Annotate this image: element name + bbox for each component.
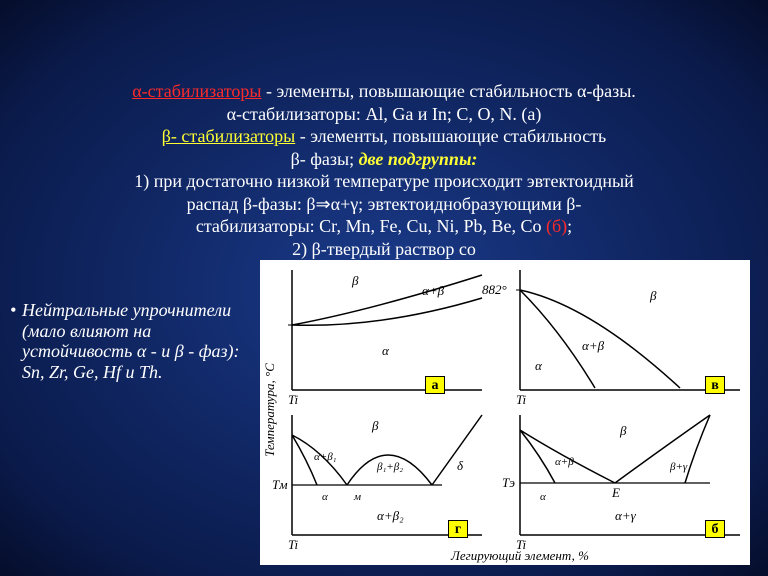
svg-text:α+β₂: α+β₂ [377, 508, 404, 523]
line-8: 2) β-твердый раствор со [40, 238, 728, 261]
line-4: β- фазы; две подгруппы: [40, 148, 728, 171]
l1a: α-стабилизаторы [132, 81, 261, 101]
phase-diagrams-figure: Температура, °C Легирующий элемент, % β … [260, 260, 750, 565]
line-7: стабилизаторы: Cr, Mn, Fe, Cu, Ni, Pb, B… [40, 215, 728, 238]
line-2: α-стабилизаторы: Al, Ga и In; C, O, N. (… [40, 103, 728, 126]
tag-b: б [705, 520, 725, 538]
y-axis-label: Температура, °C [262, 363, 277, 457]
panel-v: 882° β α+β α Ti [482, 270, 740, 407]
svg-text:β: β [649, 288, 657, 303]
line-3: β- стабилизаторы - элементы, повышающие … [40, 125, 728, 148]
svg-text:β₁+β₂: β₁+β₂ [376, 461, 403, 473]
svg-text:β: β [619, 423, 627, 438]
svg-text:α+γ: α+γ [615, 508, 637, 523]
svg-text:α: α [540, 491, 546, 503]
svg-text:α: α [322, 491, 328, 503]
svg-text:α+β: α+β [555, 456, 574, 468]
svg-text:α: α [382, 343, 390, 358]
side-text: Нейтральные упрочнители (мало влияют на … [10, 300, 255, 383]
svg-text:Tэ: Tэ [502, 475, 515, 490]
svg-text:Ti: Ti [288, 392, 299, 407]
line-5: 1) при достаточно низкой температуре про… [40, 170, 728, 193]
svg-text:882°: 882° [482, 282, 507, 297]
svg-text:α+β: α+β [422, 283, 445, 298]
l3a: β- стабилизаторы [162, 126, 295, 146]
bullet-icon: • [10, 300, 16, 321]
l7c: ; [567, 216, 572, 236]
svg-text:α+β₁: α+β₁ [314, 451, 337, 463]
l3b: - элементы, повышающие стабильность [295, 126, 606, 146]
svg-text:δ: δ [457, 458, 464, 473]
svg-text:α+β: α+β [582, 338, 605, 353]
svg-text:β: β [371, 418, 379, 433]
tag-a: а [425, 376, 445, 394]
l7b: (б) [546, 216, 567, 236]
svg-text:Ti: Ti [288, 537, 299, 552]
line-1: α-стабилизаторы - элементы, повышающие с… [40, 80, 728, 103]
l7a: стабилизаторы: Cr, Mn, Fe, Cu, Ni, Pb, B… [196, 216, 546, 236]
l4a: β- фазы; [291, 149, 359, 169]
l4b: две подгруппы: [359, 149, 478, 169]
svg-text:Ti: Ti [516, 392, 527, 407]
svg-text:α: α [535, 358, 543, 373]
line-6: распад β-фазы: β⇒α+γ; эвтектоиднобразующ… [40, 193, 728, 216]
tag-v: в [705, 376, 725, 394]
svg-text:Tм: Tм [272, 477, 288, 492]
tag-g: г [448, 520, 468, 538]
panel-a: β α+β α Ti [288, 270, 482, 407]
svg-text:Ti: Ti [516, 537, 527, 552]
neutral-hardeners-note: • Нейтральные упрочнители (мало влияют н… [10, 300, 255, 383]
l1b: - элементы, повышающие стабильность α-фа… [261, 81, 635, 101]
svg-text:β: β [351, 273, 359, 288]
svg-text:E: E [611, 485, 620, 500]
svg-text:м: м [353, 491, 361, 503]
svg-text:β+γ: β+γ [669, 461, 688, 473]
